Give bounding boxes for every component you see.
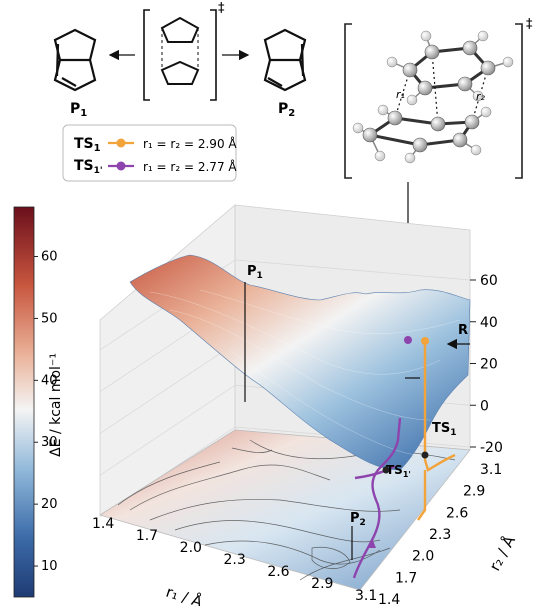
ts1prime-floor-point (382, 466, 390, 474)
ts1-floor-point (421, 451, 429, 459)
x-tick-label: 2.6 (267, 564, 289, 580)
y-axis-label: r₂ / Å (485, 532, 520, 574)
colorbar-tick-label: 30 (41, 435, 58, 450)
colorbar-label: ΔE / kcal mol⁻¹ (48, 353, 64, 457)
p2-structure (263, 28, 307, 92)
wall-gridline (234, 259, 471, 281)
chart-annotations: P1 P2 R TS1 TS1' (247, 264, 470, 528)
p1-structure (53, 28, 97, 92)
ts-structure (160, 16, 200, 85)
y-tick-label: 1.4 (378, 592, 400, 606)
y-tick-label: 2.0 (412, 549, 434, 565)
r1-label: r₁ (396, 88, 405, 101)
legend-item-ts1: TS1 r₁ = r₂ = 2.90 Å (74, 136, 237, 154)
x-tick-label: 2.9 (311, 576, 333, 592)
energy-surface (129, 254, 471, 471)
ts1-point (421, 337, 429, 345)
colorbar-tick-label: 50 (41, 311, 58, 326)
x-tick-label: 2.3 (224, 552, 246, 568)
z-tick-label: -20 (480, 440, 503, 456)
annot-ts1prime: TS1' (386, 463, 411, 479)
y-tick-label: 1.7 (395, 570, 417, 586)
x-tick-label: 1.7 (136, 528, 158, 544)
svg-text:TS1': TS1' (74, 158, 103, 176)
wall-gridline (99, 343, 236, 434)
z-axis: -20 0 20 40 60 (470, 273, 503, 456)
wall-gridline (99, 384, 236, 476)
r1-bond (394, 69, 411, 119)
ts1-marker (116, 138, 126, 148)
legend: TS1 r₁ = r₂ = 2.90 Å TS1' r₁ = r₂ = 2.77… (62, 124, 237, 182)
r2-label: r₂ (476, 90, 486, 103)
r2-bond (471, 67, 489, 123)
ts1prime-marker (116, 161, 126, 171)
x-tick-label: 3.1 (355, 588, 377, 604)
reaction-scheme: P1 ‡ P2 (53, 1, 307, 119)
annot-ts1: TS1 (432, 421, 457, 438)
y-tick-label: 2.3 (429, 527, 451, 543)
annot-p2: P2 (350, 511, 366, 528)
y-tick-label: 2.6 (446, 505, 468, 521)
colorbar-tick-label: 40 (41, 373, 58, 388)
y-axis: 1.4 1.7 2.0 2.3 2.6 2.9 3.1 (378, 462, 502, 606)
x-tick-label: 2.0 (180, 540, 202, 556)
ts-mark: ‡ (218, 1, 225, 16)
colorbar-tick-label: 20 (41, 497, 58, 512)
z-tick-label: 20 (480, 357, 498, 373)
annot-p1: P1 (247, 264, 263, 281)
x-tick-label: 1.4 (92, 516, 114, 532)
z-tick-label: 0 (480, 398, 489, 414)
annot-r: R (458, 323, 468, 338)
svg-text:r₁ = r₂ = 2.77 Å: r₁ = r₂ = 2.77 Å (143, 159, 237, 174)
y-tick-label: 3.1 (480, 462, 502, 478)
path-ts1 (417, 337, 456, 521)
x-axis: 1.4 1.7 2.0 2.3 2.6 2.9 3.1 (92, 516, 377, 604)
colorbar-tick-label: 60 (41, 250, 58, 265)
p1-label: P1 (70, 101, 87, 119)
svg-text:r₁ = r₂ = 2.90 Å: r₁ = r₂ = 2.90 Å (143, 136, 237, 151)
colorbar-tick-label: 10 (41, 559, 58, 574)
y-tick-label: 2.9 (463, 484, 485, 500)
z-tick-label: 40 (480, 315, 498, 331)
path-ts1prime (352, 336, 412, 579)
colorbar: 10 20 30 40 50 60 ΔE / kcal mol⁻¹ (13, 206, 64, 598)
ts1prime-point (404, 336, 412, 344)
ts-3d-structure: ‡ r₁ (344, 17, 533, 179)
x-axis-label: r₁ / Å (164, 582, 206, 606)
p2-label: P2 (278, 101, 295, 119)
z-tick-label: 60 (480, 273, 498, 289)
legend-item-ts1prime: TS1' r₁ = r₂ = 2.77 Å (74, 158, 237, 176)
ts-bracket (143, 9, 217, 101)
structure-ts-mark: ‡ (526, 17, 533, 32)
svg-text:TS1: TS1 (74, 136, 101, 154)
